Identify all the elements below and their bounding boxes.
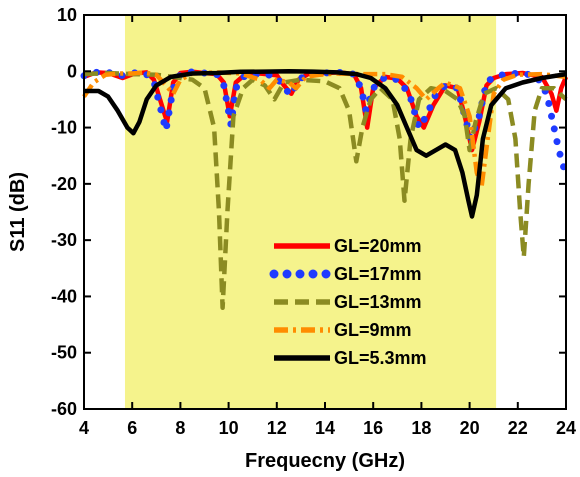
y-tick-label: -50 [51, 343, 77, 363]
x-tick-label: 24 [556, 418, 576, 438]
y-axis-title: S11 (dB) [7, 172, 29, 252]
y-tick-label: -20 [51, 174, 77, 194]
y-tick-label: 0 [67, 61, 77, 81]
series-layer [80, 68, 570, 310]
y-tick-label: -40 [51, 286, 77, 306]
x-tick-label: 18 [411, 418, 431, 438]
y-tick-label: 10 [57, 5, 77, 25]
series-line-5 [84, 69, 567, 219]
x-tick-label: 14 [315, 418, 335, 438]
legend-label-4: GL=9mm [334, 320, 412, 340]
x-axis-title: Frequecny (GHz) [245, 450, 405, 472]
y-tick-label: -10 [51, 118, 77, 138]
legend: GL=20mm GL=17mm GL=13mm GL=9mm GL=5.3mm [269, 236, 427, 368]
x-tick-label: 8 [175, 418, 185, 438]
x-tick-label: 12 [267, 418, 287, 438]
series-line-3 [83, 70, 568, 310]
legend-label-5: GL=5.3mm [334, 348, 427, 368]
legend-label-3: GL=13mm [334, 292, 422, 312]
y-tick-label: -30 [51, 230, 77, 250]
x-tick-label: 16 [363, 418, 383, 438]
axes-layer: 4 6 8 10 12 14 16 18 20 22 24 10 0 -10 -20 -30 -40 -50 -60 [51, 5, 576, 438]
legend-label-2: GL=17mm [334, 264, 422, 284]
x-tick-label: 20 [460, 418, 480, 438]
series-line-4 [82, 70, 567, 189]
y-tick-label: -60 [51, 399, 77, 419]
x-tick-label: 22 [508, 418, 528, 438]
legend-label-1: GL=20mm [334, 236, 422, 256]
x-tick-label: 4 [79, 418, 89, 438]
x-tick-label: 6 [127, 418, 137, 438]
x-tick-label: 10 [219, 418, 239, 438]
